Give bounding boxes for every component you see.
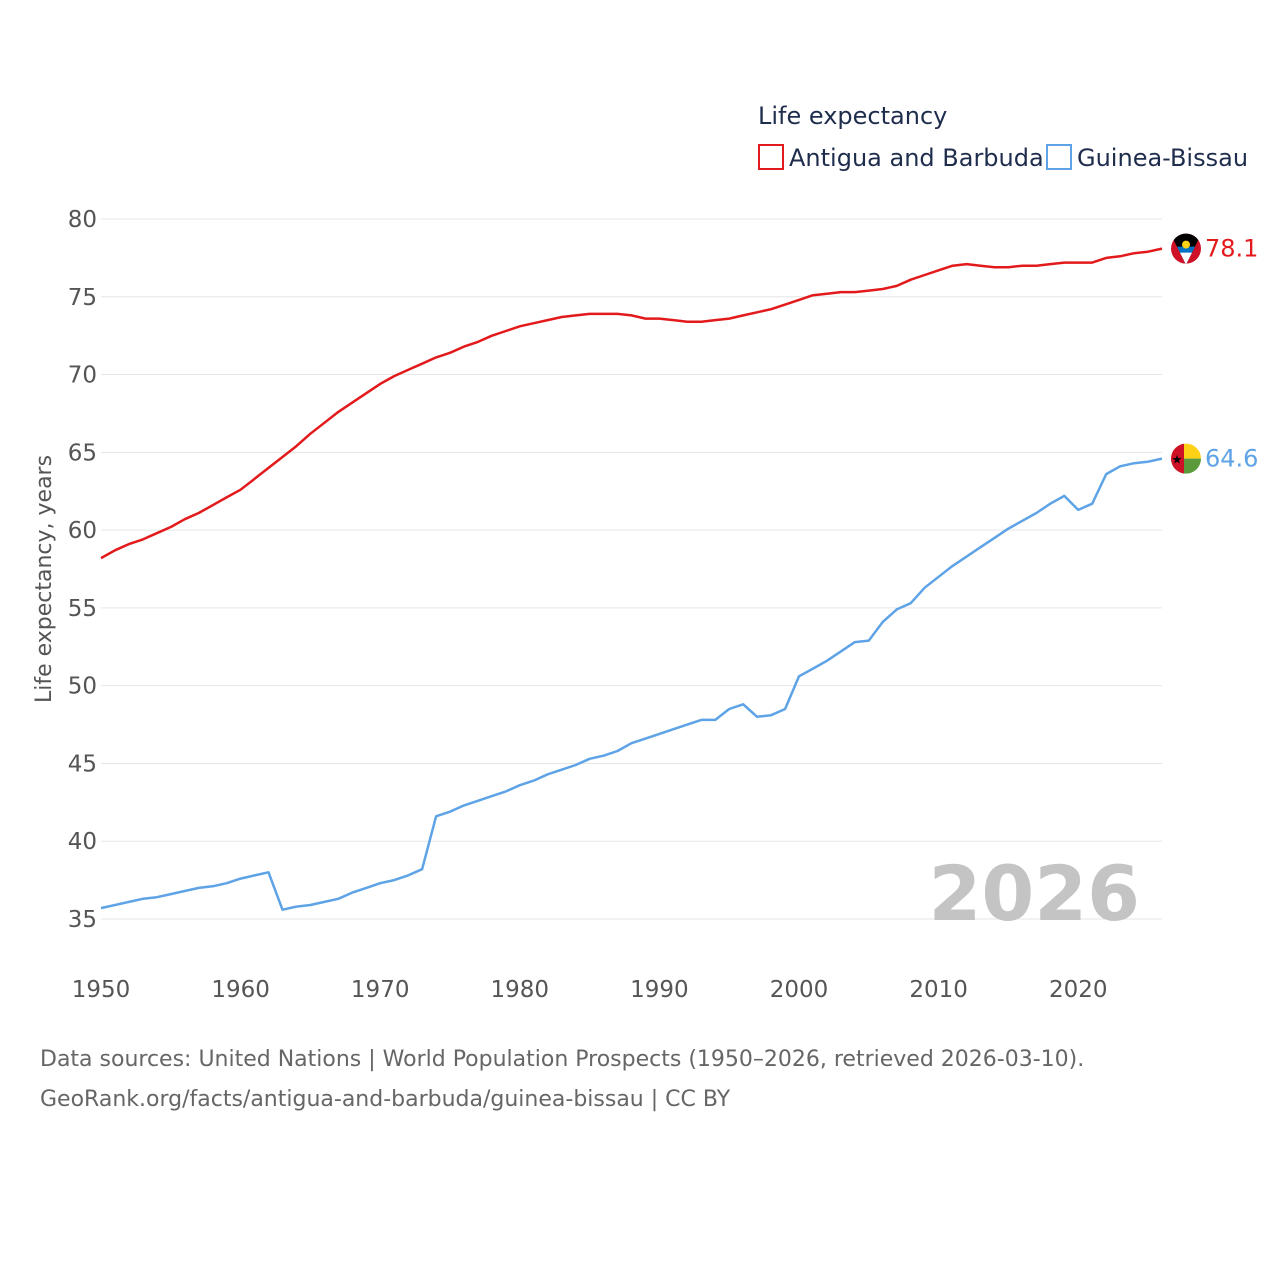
x-tick-label: 1950: [72, 977, 131, 1003]
y-tick-label: 45: [68, 751, 97, 777]
y-tick-label: 55: [68, 596, 97, 622]
series-line-guinea-bissau: [100, 457, 1163, 911]
legend-label-guinea-bissau: Guinea-Bissau: [1077, 144, 1248, 172]
x-tick-label: 2000: [770, 977, 829, 1003]
svg-text:★: ★: [1172, 453, 1183, 467]
end-value-antigua-and-barbuda: 78.1: [1205, 235, 1258, 263]
y-tick-label: 70: [68, 363, 97, 389]
y-axis-label: Life expectancy, years: [32, 455, 57, 703]
y-tick-label: 65: [68, 440, 97, 466]
legend: Life expectancy Antigua and Barbuda Guin…: [758, 102, 1248, 172]
y-tick-label: 35: [68, 907, 97, 933]
x-tick-label: 1960: [211, 977, 270, 1003]
x-axis-ticks: 1950 1960 1970 1980 1990 2000 2010 2020: [72, 977, 1108, 1003]
legend-label-antigua-and-barbuda: Antigua and Barbuda: [789, 144, 1044, 172]
y-tick-label: 40: [68, 829, 97, 855]
legend-swatch-antigua-and-barbuda: [758, 144, 784, 170]
y-tick-label: 60: [68, 518, 97, 544]
end-value-guinea-bissau: 64.6: [1205, 445, 1258, 473]
x-tick-label: 1990: [630, 977, 689, 1003]
year-watermark: 2026: [928, 849, 1140, 938]
x-tick-label: 1980: [491, 977, 550, 1003]
data-sources-text: Data sources: United Nations | World Pop…: [40, 1047, 1085, 1072]
y-tick-label: 75: [68, 285, 97, 311]
life-expectancy-chart: 80 75 70 65 60 55 50 45 40 35 1950 1960 1970 1980 199…: [32, 102, 1258, 1003]
y-axis-ticks: 80 75 70 65 60 55 50 45 40 35: [68, 207, 97, 933]
series-lines: [100, 247, 1163, 911]
x-tick-label: 2020: [1049, 977, 1108, 1003]
y-tick-label: 50: [68, 674, 97, 700]
footer: Data sources: United Nations | World Pop…: [40, 1040, 1084, 1120]
legend-swatch-guinea-bissau: [1046, 144, 1072, 170]
x-tick-label: 2010: [909, 977, 968, 1003]
antigua-and-barbuda-flag-icon: [1171, 233, 1201, 264]
y-tick-label: 80: [68, 207, 97, 233]
legend-title: Life expectancy: [758, 102, 947, 130]
source-url-text[interactable]: GeoRank.org/facts/antigua-and-barbuda/gu…: [40, 1087, 731, 1112]
gridlines: [101, 218, 1162, 920]
legend-item-guinea-bissau[interactable]: Guinea-Bissau: [1046, 144, 1248, 172]
x-tick-label: 1970: [351, 977, 410, 1003]
legend-item-antigua-and-barbuda[interactable]: Antigua and Barbuda: [758, 144, 1044, 172]
guinea-bissau-flag-icon: ★: [1171, 443, 1201, 474]
series-line-antigua-and-barbuda: [100, 247, 1163, 560]
